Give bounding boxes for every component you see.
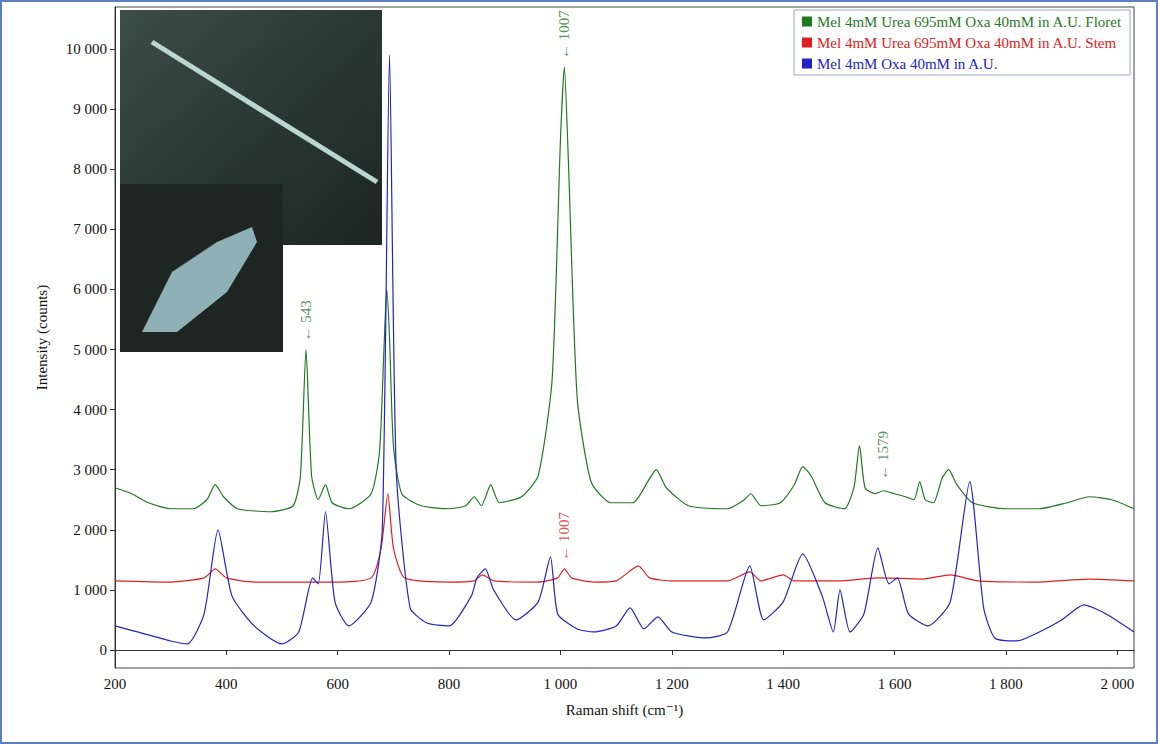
svg-text:1 200: 1 200 <box>655 676 689 692</box>
svg-text:8 000: 8 000 <box>73 161 107 177</box>
svg-text:9 000: 9 000 <box>73 101 107 117</box>
svg-text:1 800: 1 800 <box>989 676 1023 692</box>
svg-text:Mel 4mM Urea 695mM Oxa 40mM in: Mel 4mM Urea 695mM Oxa 40mM in A.U. Stem <box>817 35 1116 51</box>
svg-text:800: 800 <box>438 676 461 692</box>
svg-text:5 000: 5 000 <box>73 342 107 358</box>
svg-text:Raman shift (cm⁻¹): Raman shift (cm⁻¹) <box>566 702 683 719</box>
svg-text:7 000: 7 000 <box>73 221 107 237</box>
svg-text:← 1579: ← 1579 <box>875 431 891 480</box>
svg-text:4 000: 4 000 <box>73 402 107 418</box>
svg-text:← 1007: ← 1007 <box>556 10 572 59</box>
svg-text:← 1007: ← 1007 <box>556 512 572 561</box>
svg-text:2 000: 2 000 <box>1100 676 1134 692</box>
svg-text:1 400: 1 400 <box>766 676 800 692</box>
svg-text:3 000: 3 000 <box>73 462 107 478</box>
svg-text:Mel 4mM Urea 695mM Oxa 40mM in: Mel 4mM Urea 695mM Oxa 40mM in A.U. Flor… <box>817 14 1122 30</box>
svg-text:2 000: 2 000 <box>73 522 107 538</box>
svg-text:10 000: 10 000 <box>66 41 107 57</box>
svg-text:Intensity (counts): Intensity (counts) <box>34 285 51 390</box>
svg-text:200: 200 <box>104 676 127 692</box>
svg-text:600: 600 <box>326 676 349 692</box>
svg-text:400: 400 <box>215 676 238 692</box>
svg-text:Mel 4mM Oxa 40mM in A.U.: Mel 4mM Oxa 40mM in A.U. <box>817 56 997 72</box>
svg-text:← 543: ← 543 <box>298 300 314 341</box>
svg-text:1 600: 1 600 <box>878 676 912 692</box>
svg-text:0: 0 <box>100 642 108 658</box>
svg-text:1 000: 1 000 <box>73 582 107 598</box>
svg-text:1 000: 1 000 <box>544 676 578 692</box>
svg-text:6 000: 6 000 <box>73 281 107 297</box>
